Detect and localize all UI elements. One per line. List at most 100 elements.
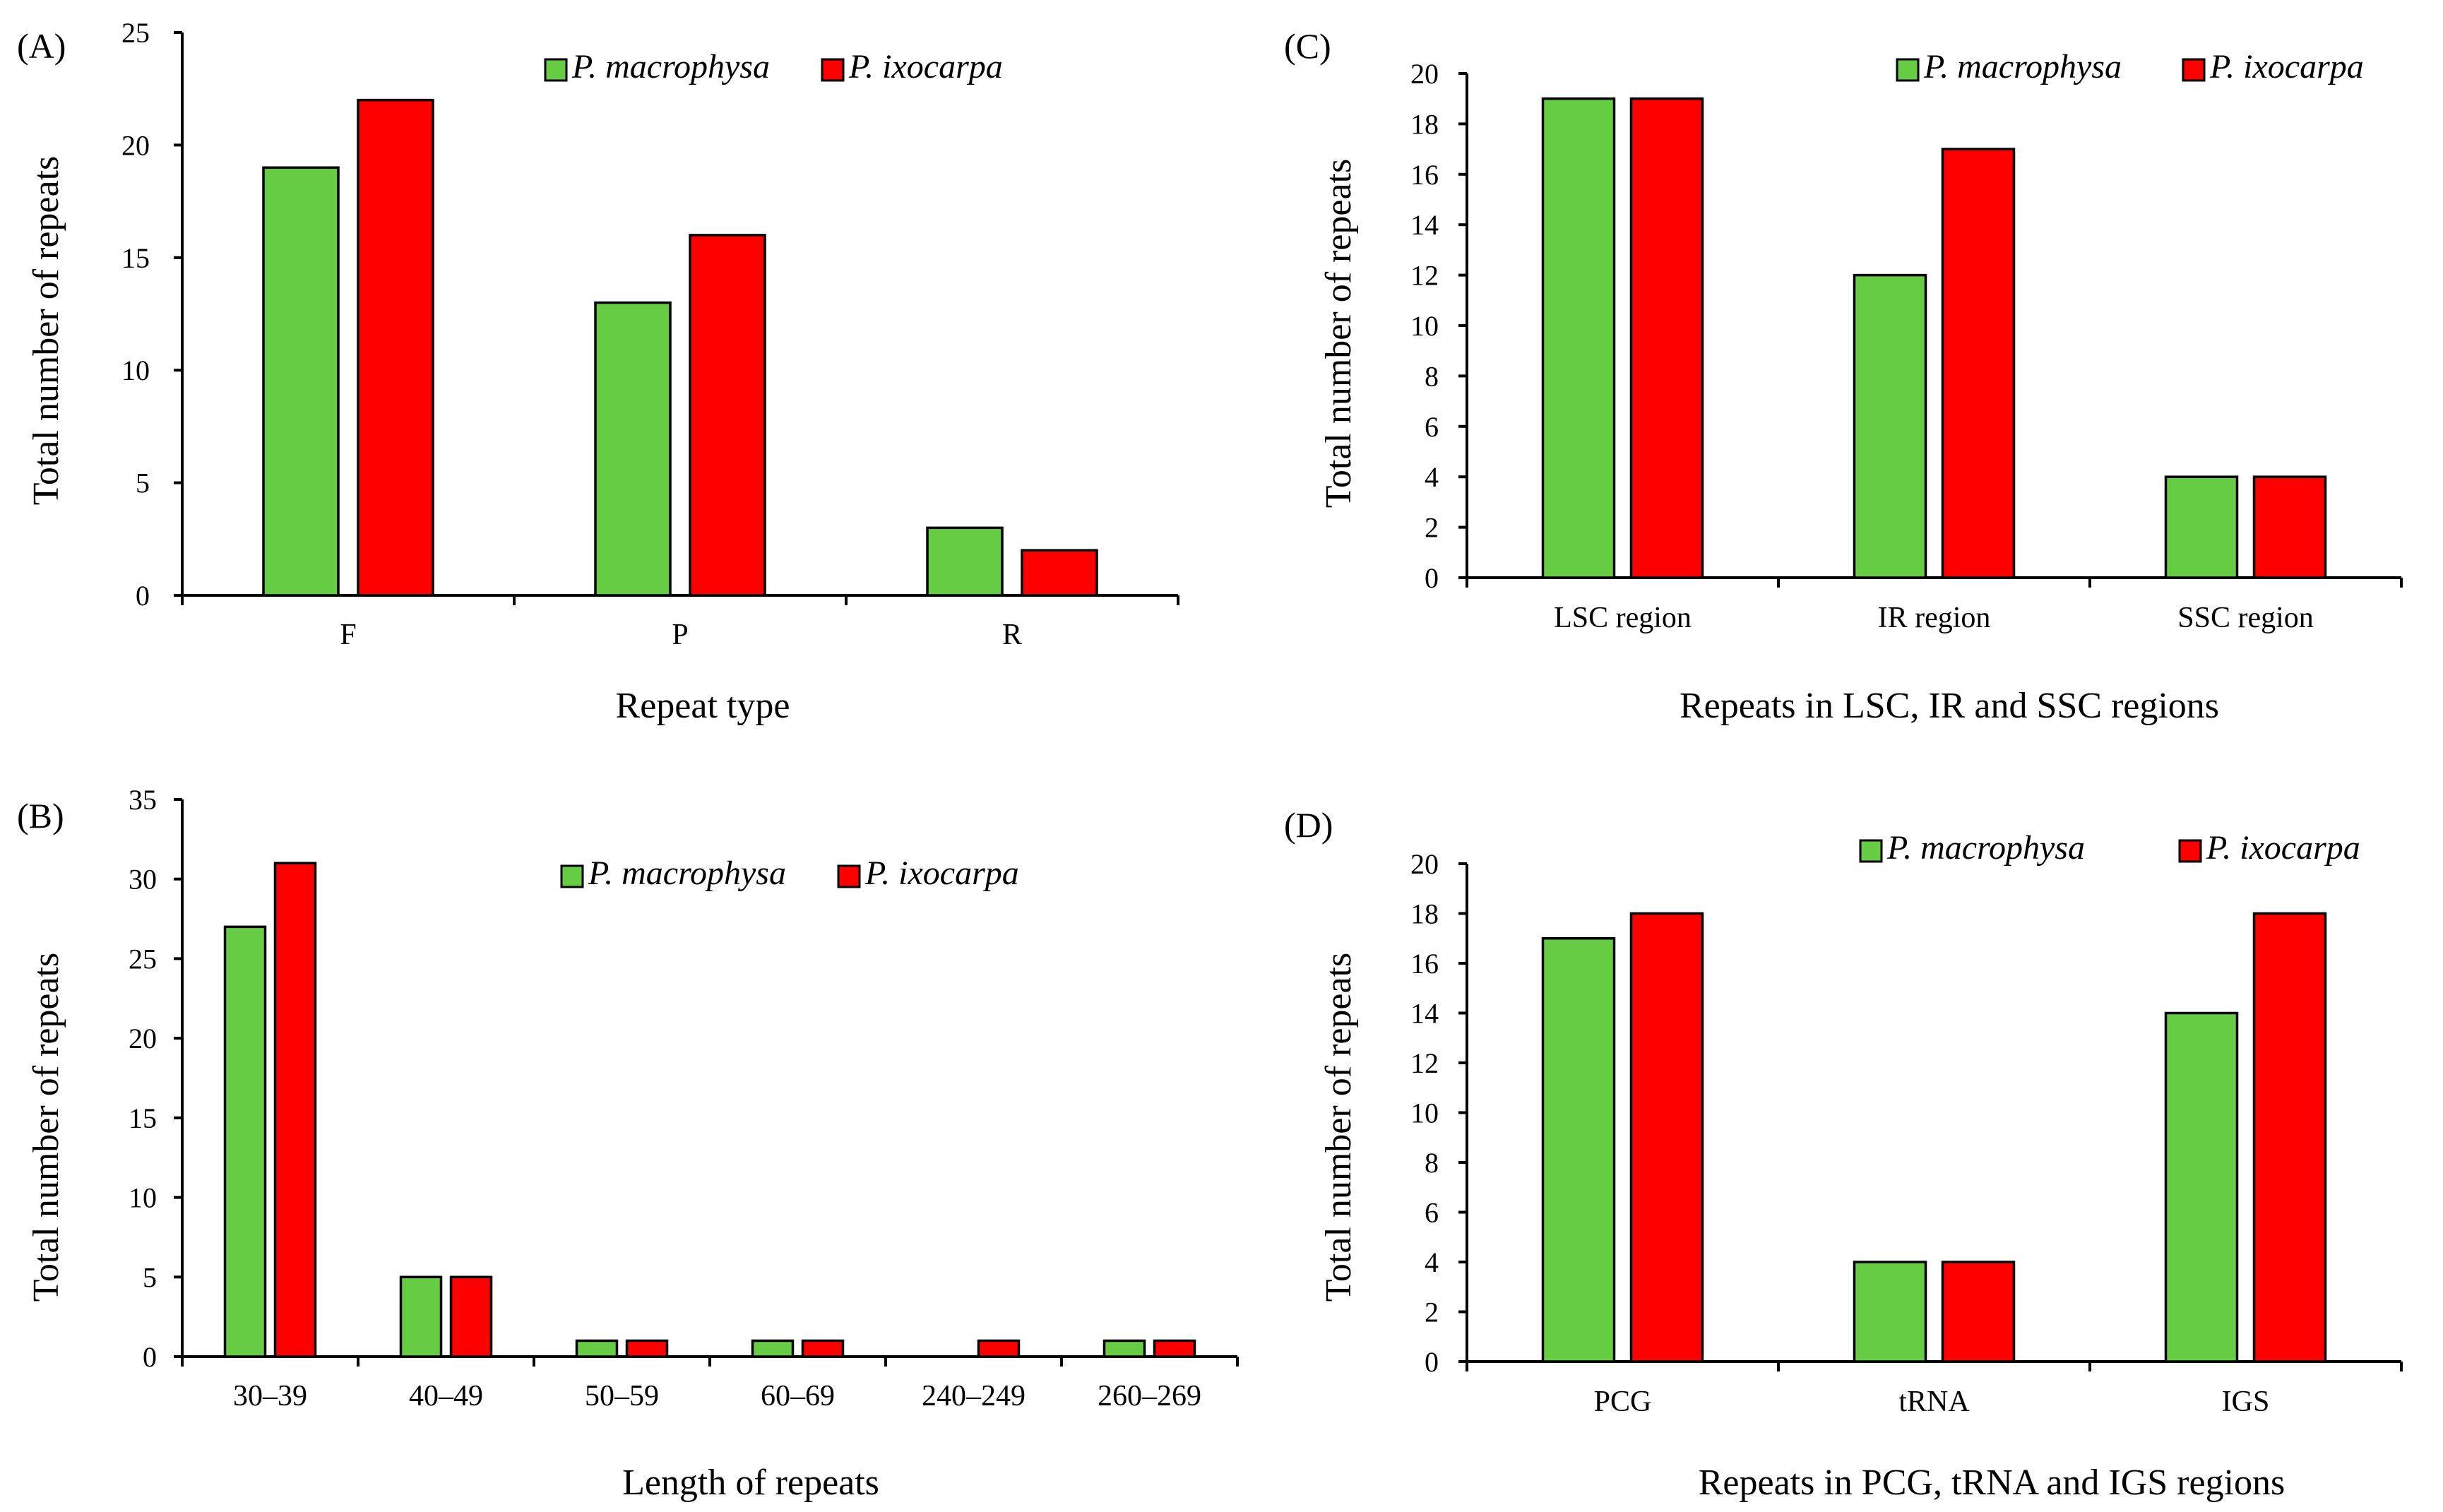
chart-panel-a: (A) 0 5 10 15 20 25 F P R Repeat type Total number … xyxy=(17,17,1179,726)
bar-macrophysa-1 xyxy=(1853,1261,1927,1363)
legend-entry: P. macrophysa xyxy=(588,855,786,892)
legend-entry: P. macrophysa xyxy=(1886,829,2085,867)
y-tick-label: 12 xyxy=(1410,1047,1439,1079)
bar-macrophysa-1 xyxy=(399,1275,443,1358)
y-tick-label: 20 xyxy=(1410,58,1439,90)
y-tick-label: 16 xyxy=(1410,159,1439,191)
y-tick-label: 10 xyxy=(129,1182,157,1214)
panel-label: (B) xyxy=(17,796,64,835)
bar-ixocarpa-1 xyxy=(689,234,766,597)
x-axis-title: Repeats in PCG, tRNA and IGS regions xyxy=(1699,1463,2286,1503)
bar-ixocarpa-0 xyxy=(273,862,317,1358)
bar-macrophysa-2 xyxy=(926,526,1004,597)
legend-swatch xyxy=(2182,58,2206,82)
bar-macrophysa-3 xyxy=(751,1339,795,1358)
bar-ixocarpa-3 xyxy=(801,1339,845,1358)
y-tick-label: 14 xyxy=(1410,209,1439,241)
y-tick-label: 25 xyxy=(129,943,157,975)
chart-panel-c: (C) 0 2 4 6 8 10 12 14 16 18 20 LSC region IR region S… xyxy=(1284,26,2403,726)
y-axis-title: Total number of repeats xyxy=(26,953,66,1302)
legend-swatch xyxy=(837,864,861,888)
x-tick-label: PCG xyxy=(1594,1386,1652,1418)
legend-entry: P. macrophysa xyxy=(571,48,770,85)
legend: P. macrophysa P. ixocarpa xyxy=(560,855,1019,892)
bar-ixocarpa-0 xyxy=(357,98,434,597)
legend-entry: P. ixocarpa xyxy=(864,855,1019,892)
bar-macrophysa-0 xyxy=(1541,97,1616,579)
x-axis-title: Repeats in LSC, IR and SSC regions xyxy=(1680,686,2219,726)
y-tick-label: 8 xyxy=(1425,360,1439,392)
x-tick-label: R xyxy=(1002,619,1022,651)
bar-ixocarpa-2 xyxy=(1021,549,1098,597)
y-tick-label: 4 xyxy=(1425,1246,1439,1278)
legend-swatch xyxy=(1859,839,1883,863)
y-tick-label: 25 xyxy=(121,17,150,49)
legend-swatch xyxy=(821,58,845,82)
bar-ixocarpa-2 xyxy=(2252,912,2327,1363)
y-tick-label: 20 xyxy=(121,129,150,161)
legend-entry: P. ixocarpa xyxy=(2206,829,2360,867)
y-tick-label: 5 xyxy=(136,468,150,499)
legend-swatch xyxy=(560,864,584,888)
bar-ixocarpa-1 xyxy=(1941,148,2016,579)
y-tick-label: 2 xyxy=(1425,1297,1439,1328)
bar-macrophysa-0 xyxy=(262,166,340,597)
legend: P. macrophysa P. ixocarpa xyxy=(1859,829,2360,867)
y-tick-label: 18 xyxy=(1410,898,1439,930)
y-tick-label: 20 xyxy=(1410,848,1439,880)
y-tick-label: 12 xyxy=(1410,260,1439,292)
y-tick-label: 6 xyxy=(1425,411,1439,443)
y-tick-label: 20 xyxy=(129,1023,157,1054)
bar-ixocarpa-5 xyxy=(1153,1339,1196,1358)
legend-entry: P. macrophysa xyxy=(1923,48,2122,85)
chart-panel-d: (D) 0 2 4 6 8 10 12 14 16 18 20 PCG tRNA IGS Repeats in… xyxy=(1284,805,2403,1503)
y-tick-label: 10 xyxy=(121,355,150,386)
x-tick-label: F xyxy=(340,619,356,651)
chart-panel-b: (B) 0 5 10 15 20 25 30 35 30–39 40–49 50–59 60–69 240… xyxy=(17,784,1239,1503)
x-axis-title: Repeat type xyxy=(616,686,790,726)
y-tick-label: 10 xyxy=(1410,1097,1439,1129)
bar-macrophysa-1 xyxy=(1853,273,1927,579)
panel-label: (C) xyxy=(1284,26,1331,66)
x-tick-label: 240–249 xyxy=(922,1380,1026,1412)
y-tick-label: 16 xyxy=(1410,948,1439,980)
x-tick-label: SSC region xyxy=(2177,602,2314,634)
legend-entry: P. ixocarpa xyxy=(848,48,1003,85)
legend-swatch xyxy=(544,58,568,82)
y-tick-label: 0 xyxy=(143,1341,157,1373)
y-tick-label: 14 xyxy=(1410,998,1439,1030)
bar-ixocarpa-0 xyxy=(1629,912,1704,1363)
x-axis-title: Length of repeats xyxy=(622,1463,879,1503)
bar-macrophysa-2 xyxy=(2164,1011,2239,1363)
legend-swatch xyxy=(1896,58,1920,82)
bar-macrophysa-2 xyxy=(2164,475,2239,579)
x-tick-label: 260–269 xyxy=(1098,1380,1201,1412)
y-tick-label: 15 xyxy=(129,1102,157,1134)
y-axis-title: Total number of repeats xyxy=(1319,953,1359,1302)
legend: P. macrophysa P. ixocarpa xyxy=(1896,48,2364,85)
x-tick-label: IR region xyxy=(1878,602,1991,634)
x-tick-label: 50–59 xyxy=(585,1380,659,1412)
bar-ixocarpa-2 xyxy=(2252,475,2327,579)
y-tick-label: 4 xyxy=(1425,461,1439,493)
bar-ixocarpa-0 xyxy=(1629,97,1704,579)
y-tick-label: 8 xyxy=(1425,1147,1439,1179)
bar-ixocarpa-1 xyxy=(449,1275,493,1358)
y-tick-label: 10 xyxy=(1410,310,1439,342)
bar-ixocarpa-2 xyxy=(625,1339,669,1358)
x-tick-label: IGS xyxy=(2222,1386,2270,1418)
y-axis-title: Total number of repeats xyxy=(1319,159,1359,508)
y-tick-label: 35 xyxy=(129,784,157,816)
y-tick-label: 15 xyxy=(121,242,150,274)
bar-ixocarpa-4 xyxy=(977,1339,1021,1358)
panel-label: (A) xyxy=(17,26,66,66)
y-tick-label: 0 xyxy=(1425,1346,1439,1378)
y-tick-label: 0 xyxy=(136,580,150,612)
y-tick-label: 6 xyxy=(1425,1197,1439,1229)
x-tick-label: tRNA xyxy=(1898,1386,1970,1418)
legend-swatch xyxy=(2178,839,2202,863)
y-tick-label: 5 xyxy=(143,1261,157,1293)
y-tick-label: 2 xyxy=(1425,512,1439,544)
bar-macrophysa-1 xyxy=(594,301,672,597)
